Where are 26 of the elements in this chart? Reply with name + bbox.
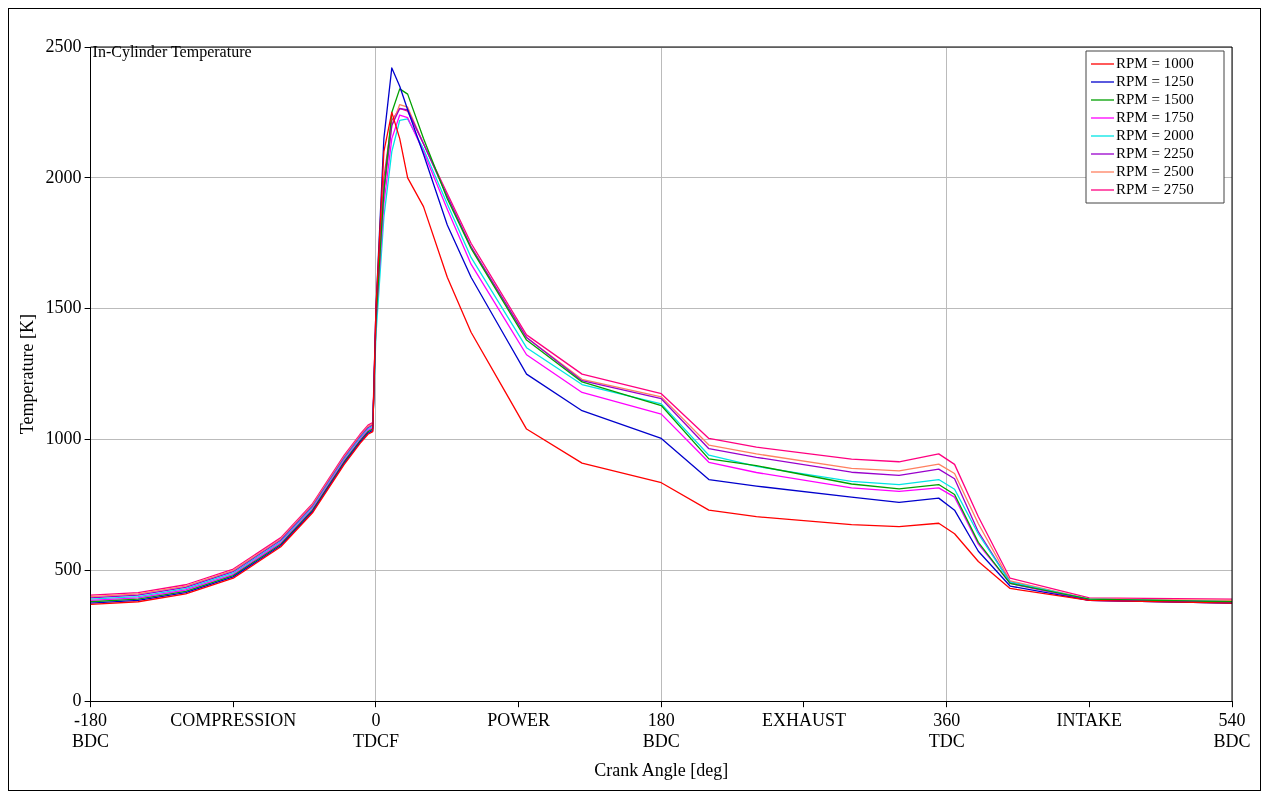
x-tick-label: POWER xyxy=(487,709,551,730)
y-tick-label: 1500 xyxy=(45,297,82,318)
legend-label: RPM = 2250 xyxy=(1116,144,1194,161)
y-tick-label: 2000 xyxy=(45,166,82,187)
x-tick-label: 180 BDC xyxy=(642,709,680,752)
y-tick-label: 1000 xyxy=(45,428,82,449)
x-tick-label: -180 BDC xyxy=(72,709,110,752)
y-tick-label: 2500 xyxy=(45,35,82,56)
legend-label: RPM = 1750 xyxy=(1116,108,1194,125)
x-tick-label: COMPRESSION xyxy=(170,709,297,730)
y-tick-label: 500 xyxy=(54,559,82,580)
y-axis-title: Temperature [K] xyxy=(16,314,37,435)
x-tick-label: INTAKE xyxy=(1056,709,1123,730)
x-tick-label: 0 TDCF xyxy=(352,709,399,752)
x-tick-label: EXHAUST xyxy=(761,709,846,730)
chart-title: In-Cylinder Temperature xyxy=(92,43,252,62)
x-axis-title: Crank Angle [deg] xyxy=(594,759,729,780)
legend-label: RPM = 2000 xyxy=(1116,126,1194,143)
legend-label: RPM = 1000 xyxy=(1116,54,1194,71)
y-tick-label: 0 xyxy=(72,689,82,710)
legend-label: RPM = 1500 xyxy=(1116,90,1194,107)
legend-label: RPM = 2750 xyxy=(1116,180,1194,197)
legend-label: RPM = 2500 xyxy=(1116,162,1194,179)
x-tick-label: 540 BDC xyxy=(1213,709,1251,752)
x-tick-label: 360 TDC xyxy=(928,709,965,752)
legend-label: RPM = 1250 xyxy=(1116,72,1194,89)
